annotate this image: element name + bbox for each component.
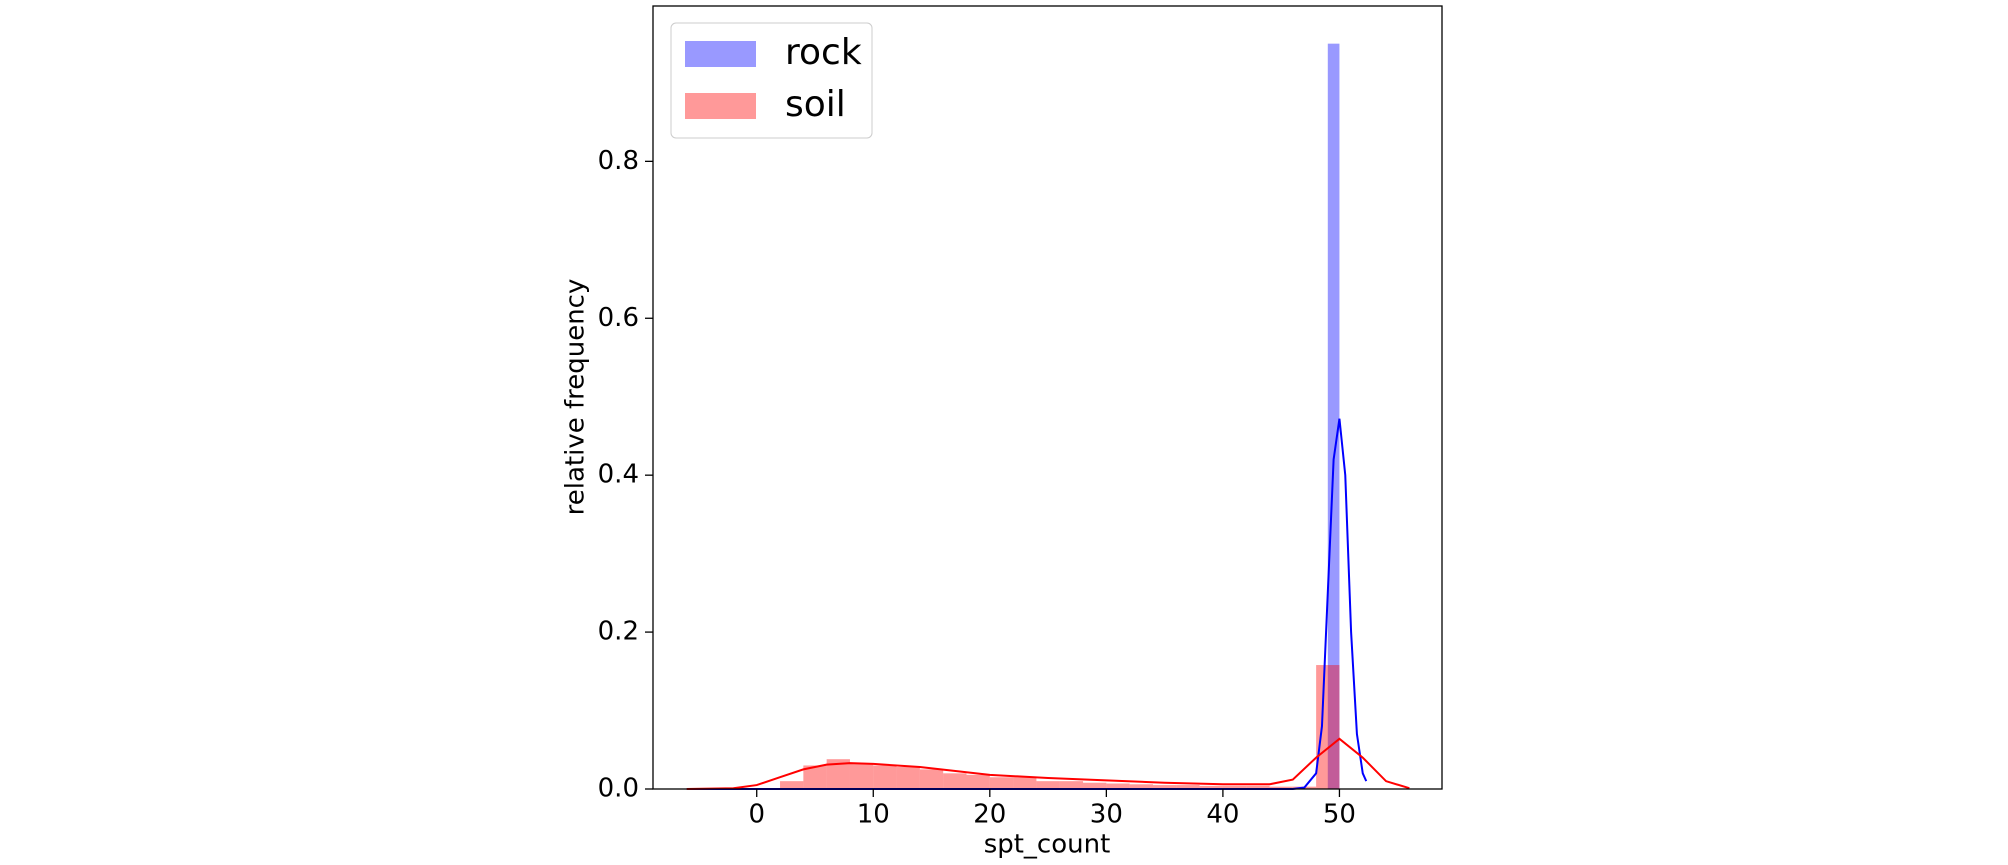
- histogram-bar: [826, 759, 850, 789]
- histogram-bar: [896, 767, 920, 789]
- y-tick-label: 0.8: [598, 146, 639, 176]
- histogram-bar: [1327, 43, 1340, 790]
- histogram-bar: [803, 765, 827, 789]
- y-tick-label: 0.2: [598, 617, 639, 647]
- legend-box: [670, 22, 873, 139]
- histogram-bar: [1246, 785, 1270, 789]
- histogram-bar: [1106, 783, 1130, 789]
- kde-line: [686, 737, 1410, 790]
- histogram-bar: [989, 777, 1014, 789]
- histogram-bar: [919, 769, 944, 789]
- histogram-bar: [1152, 785, 1177, 789]
- histogram-bar: [780, 781, 804, 789]
- legend-label: rock: [785, 32, 862, 73]
- x-axis-label: spt_count: [984, 830, 1111, 860]
- histogram-bar: [849, 763, 874, 789]
- histogram-bar: [1013, 777, 1037, 789]
- x-tick-label: 30: [1090, 800, 1123, 830]
- histogram-bar: [943, 773, 967, 789]
- histogram-bar: [1176, 785, 1200, 789]
- histogram-bar: [1059, 781, 1084, 789]
- histogram-bar: [1036, 781, 1060, 789]
- legend-swatch: [685, 93, 756, 119]
- histogram-bar: [1269, 786, 1293, 789]
- x-tick-label: 50: [1323, 800, 1356, 830]
- y-tick-label: 0.4: [598, 460, 639, 490]
- histogram-bar: [1222, 785, 1247, 789]
- histogram-bar: [1083, 782, 1107, 789]
- histogram-bar: [966, 774, 990, 789]
- legend-label: soil: [785, 84, 846, 125]
- x-tick-label: 20: [973, 800, 1006, 830]
- legend-swatch: [685, 41, 756, 67]
- histogram-bar: [1129, 784, 1153, 789]
- y-tick-label: 0.6: [598, 303, 639, 333]
- x-tick-label: 0: [748, 800, 765, 830]
- histogram-bar: [873, 765, 897, 789]
- y-tick-label: 0.0: [598, 774, 639, 804]
- histogram-bar: [1199, 785, 1223, 789]
- x-tick-label: 10: [857, 800, 890, 830]
- histogram-bar: [1316, 665, 1340, 789]
- y-axis-label: relative frequency: [561, 279, 591, 516]
- x-tick-label: 40: [1206, 800, 1239, 830]
- plot-frame: [652, 5, 1443, 790]
